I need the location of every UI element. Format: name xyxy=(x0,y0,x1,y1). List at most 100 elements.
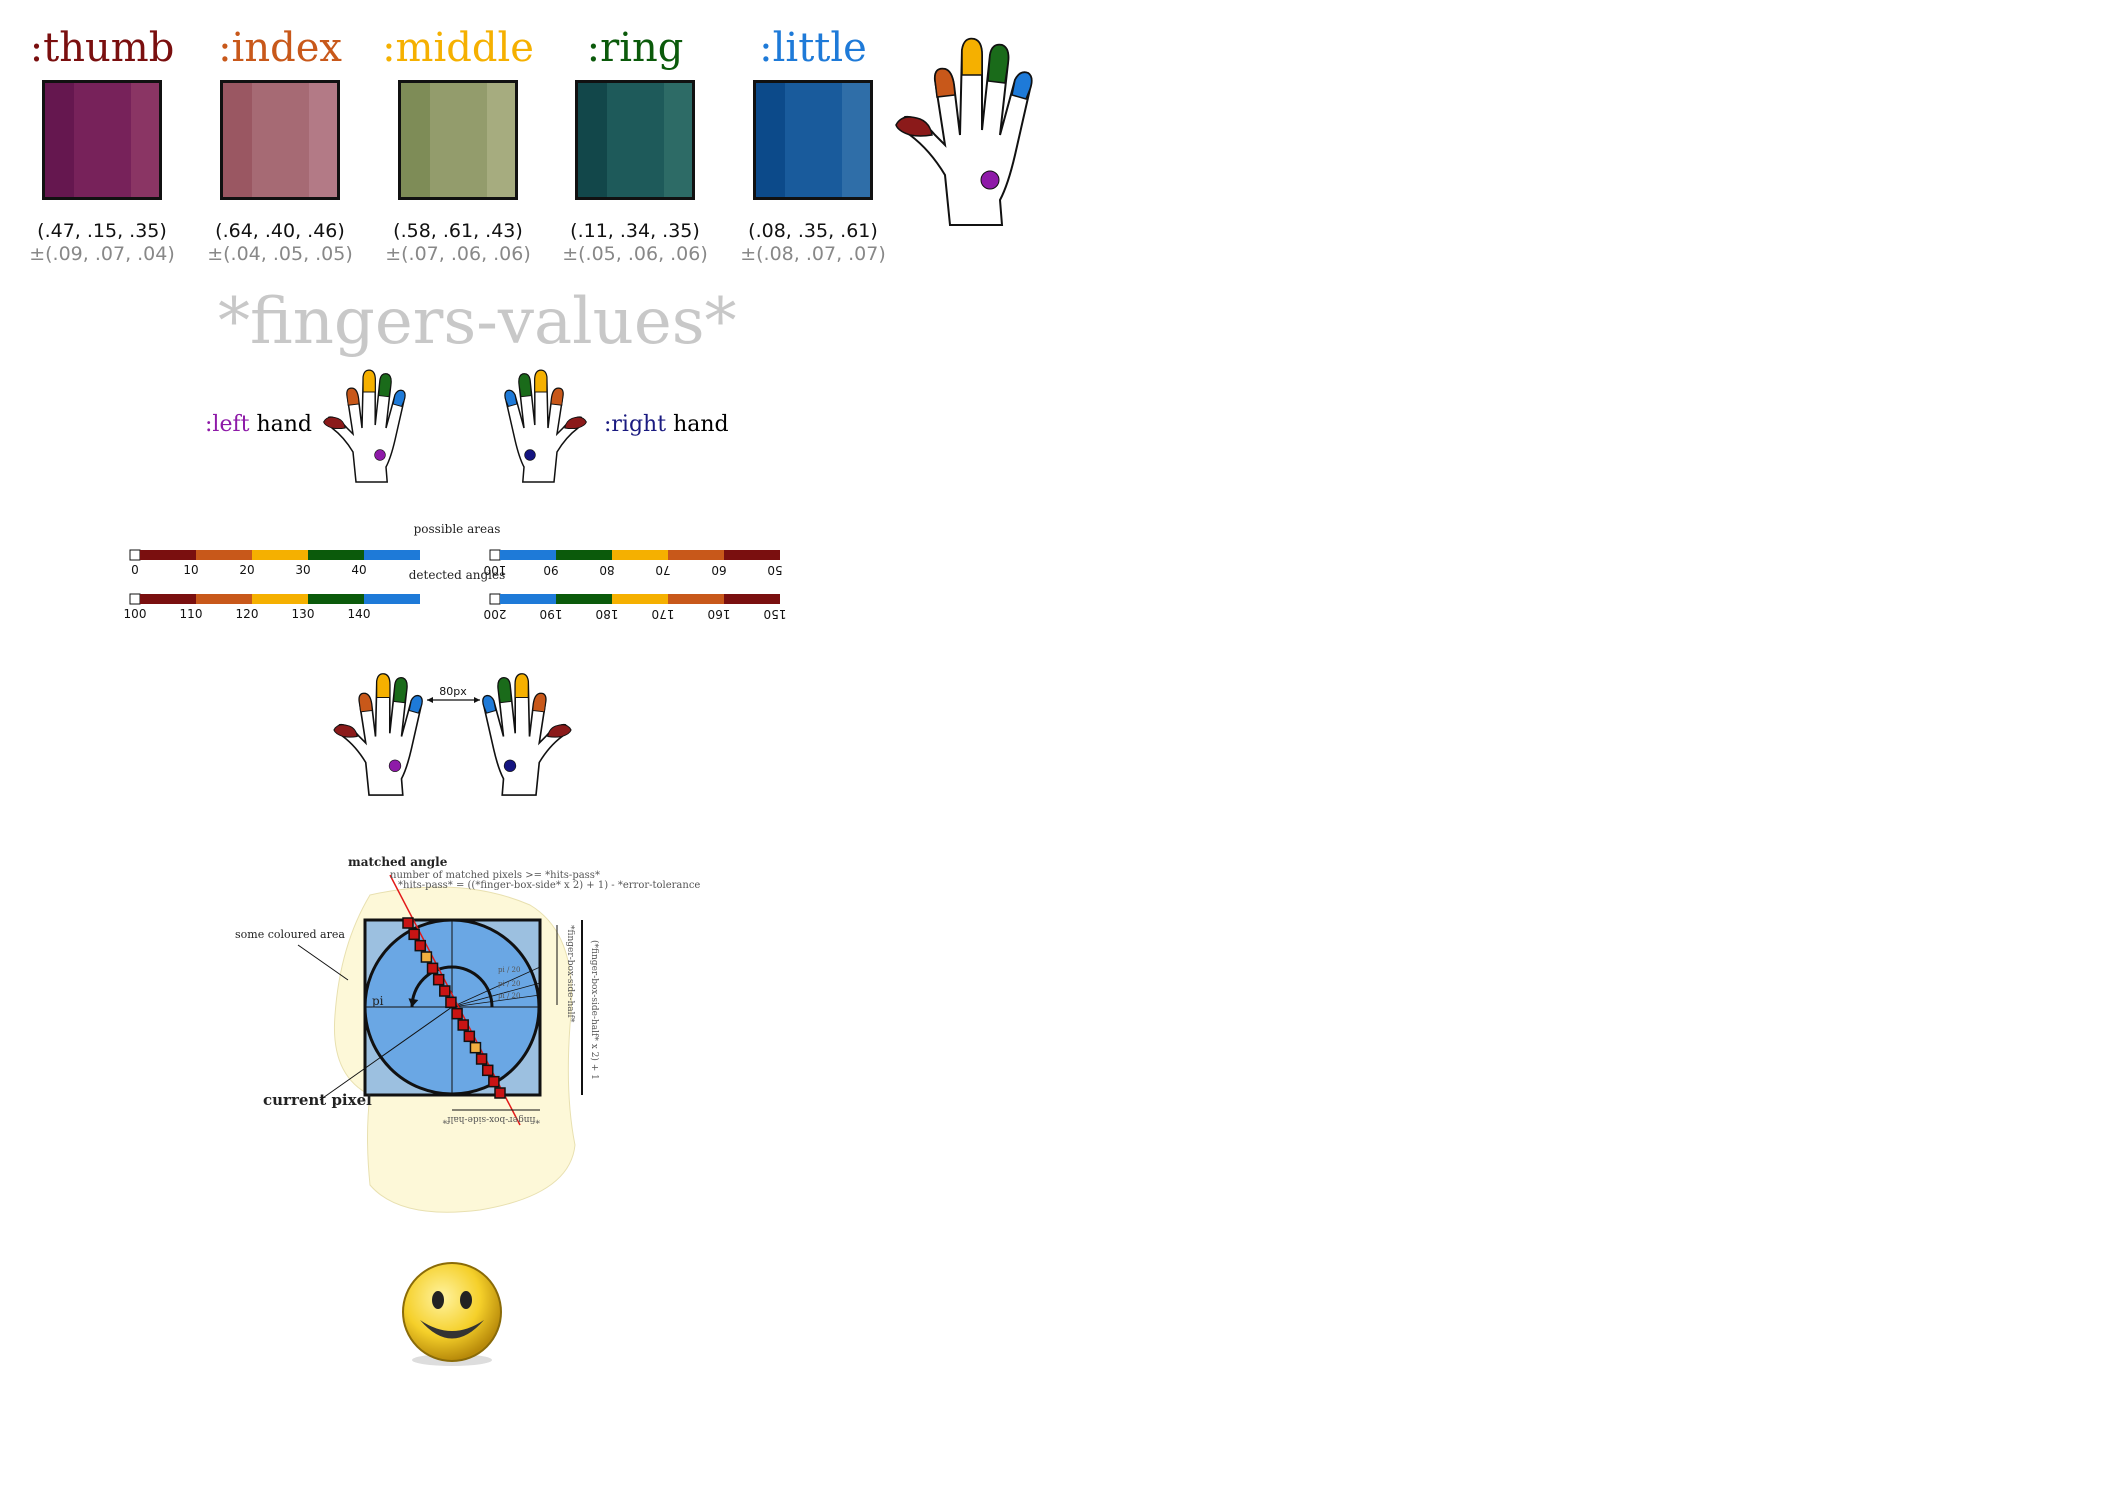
finger-deviation-value: ±(.05, .06, .06) xyxy=(562,243,708,265)
finger-tip-middle xyxy=(376,673,391,698)
smiley-face-icon xyxy=(402,1262,502,1366)
finger-tip-thumb xyxy=(323,416,346,430)
angle-step-label: pi / 20 xyxy=(498,980,520,988)
finger-tip-thumb xyxy=(547,724,572,738)
matched-pixel xyxy=(432,973,445,986)
finger-tip-little xyxy=(1011,71,1033,100)
finger-deviation-value: ±(.04, .05, .05) xyxy=(207,243,353,265)
bar-tick-label: 20 xyxy=(239,563,254,577)
finger-tip-index xyxy=(550,387,564,406)
swatch-band xyxy=(45,83,74,197)
bar-segment xyxy=(252,594,308,604)
bar-tick-label: 0 xyxy=(131,563,139,577)
left-hand-word: hand xyxy=(256,412,312,437)
pi-label: pi xyxy=(372,994,384,1008)
bar-segment xyxy=(364,594,420,604)
finger-color-swatch xyxy=(753,80,873,200)
matched-pixel xyxy=(488,1075,500,1088)
full-side-label: (*finger-box-side-half* x 2) + 1 xyxy=(589,940,600,1080)
bar-tick-label: 150 xyxy=(764,607,787,621)
matched-pixels xyxy=(402,917,506,1099)
bar-segment xyxy=(668,550,724,560)
finger-tip-thumb xyxy=(333,724,358,738)
palm-dot xyxy=(980,170,1000,190)
bar-tick-label: 190 xyxy=(540,607,563,621)
matched-pixel xyxy=(481,1064,494,1077)
finger-tip-middle xyxy=(362,369,376,393)
matched-pixel xyxy=(420,951,433,963)
bar-tick-label: 80 xyxy=(599,563,614,577)
bar-tick-label: 200 xyxy=(484,607,507,621)
angle-ray xyxy=(451,994,541,1008)
matched-pixel xyxy=(469,1041,482,1054)
right-hand-label: :right hand xyxy=(604,412,729,437)
right-palm-dot xyxy=(524,449,536,461)
bar-origin-marker xyxy=(489,549,501,561)
swatch-band xyxy=(251,83,309,197)
matched-pixel xyxy=(426,962,439,975)
finger-color-swatch xyxy=(575,80,695,200)
swatch-band xyxy=(841,83,870,197)
bar-tick-label: 140 xyxy=(348,607,371,621)
matched-pixel xyxy=(463,1030,476,1043)
swatch-band xyxy=(486,83,515,197)
angle-color-bars: 0 10 20 30 40 100 110 120 130 140 100 90 80 70 60 50 200… xyxy=(124,522,787,621)
finger-deviation-value: ±(.07, .06, .06) xyxy=(385,243,531,265)
bar-tick-label: 100 xyxy=(124,607,147,621)
bar-segment xyxy=(500,594,556,604)
matched-pixel xyxy=(451,1007,463,1020)
bar-tick-label: 120 xyxy=(236,607,259,621)
swatch-band xyxy=(606,83,664,197)
bottom-half-label: *finger-box-side-half* xyxy=(442,1114,540,1124)
swatch-band xyxy=(308,83,337,197)
angle-step-label: pi / 20 xyxy=(498,966,520,974)
hands-pair-labelled xyxy=(323,369,587,483)
finger-tip-ring xyxy=(393,677,408,704)
finger-name-index: :index xyxy=(218,25,342,71)
bar-segment xyxy=(140,594,196,604)
swatch-band xyxy=(578,83,607,197)
bar-segment xyxy=(308,550,364,560)
bar-tick-label: 110 xyxy=(180,607,203,621)
bar-origin-marker xyxy=(129,593,141,605)
left-palm-dot xyxy=(388,759,402,772)
finger-tip-little xyxy=(504,389,518,407)
half-side-label: *finger-box-side-half* xyxy=(565,925,575,1023)
hands-pair-gap: 80px xyxy=(333,673,572,796)
bar-tick-label: 40 xyxy=(351,563,366,577)
finger-mean-value: (.58, .61, .43) xyxy=(393,220,523,242)
coloured-area-label: some coloured area xyxy=(235,928,345,941)
finger-name-thumb: :thumb xyxy=(29,25,175,71)
matched-angle-label: matched angle xyxy=(348,855,448,869)
finger-tip-thumb xyxy=(564,416,587,430)
finger-tip-little xyxy=(482,695,497,714)
bar-tick-label: 50 xyxy=(767,563,782,577)
matched-pixel xyxy=(414,939,427,952)
bar-segment xyxy=(140,550,196,560)
bar-segment xyxy=(252,550,308,560)
finger-name-little: :little xyxy=(759,25,867,71)
current-pixel-pointer xyxy=(319,1006,453,1101)
bar-segment xyxy=(500,550,556,560)
bar-segment xyxy=(308,594,364,604)
right-hand-word: hand xyxy=(673,412,729,437)
swatch-band xyxy=(401,83,430,197)
bar-segment xyxy=(724,550,780,560)
bar-tick-label: 10 xyxy=(183,563,198,577)
finger-tip-thumb xyxy=(895,116,933,137)
coloured-area-pointer xyxy=(297,944,349,981)
matched-pixel xyxy=(439,985,451,997)
finger-name-middle: :middle xyxy=(382,25,534,71)
finger-tip-little xyxy=(408,695,423,714)
bar-origin-marker xyxy=(489,593,501,605)
finger-mean-value: (.64, .40, .46) xyxy=(215,220,345,242)
matched-pixel xyxy=(402,917,414,929)
left-palm-dot xyxy=(374,449,386,461)
finger-tip-index xyxy=(934,67,956,98)
rotation-arc xyxy=(410,965,494,1008)
hits-pass-formula: *hits-pass* = ((*finger-box-side* x 2) +… xyxy=(398,880,700,891)
swatch-band xyxy=(73,83,131,197)
finger-mean-value: (.08, .35, .61) xyxy=(748,220,878,242)
finger-color-swatch xyxy=(42,80,162,200)
finger-tip-index xyxy=(346,387,360,406)
